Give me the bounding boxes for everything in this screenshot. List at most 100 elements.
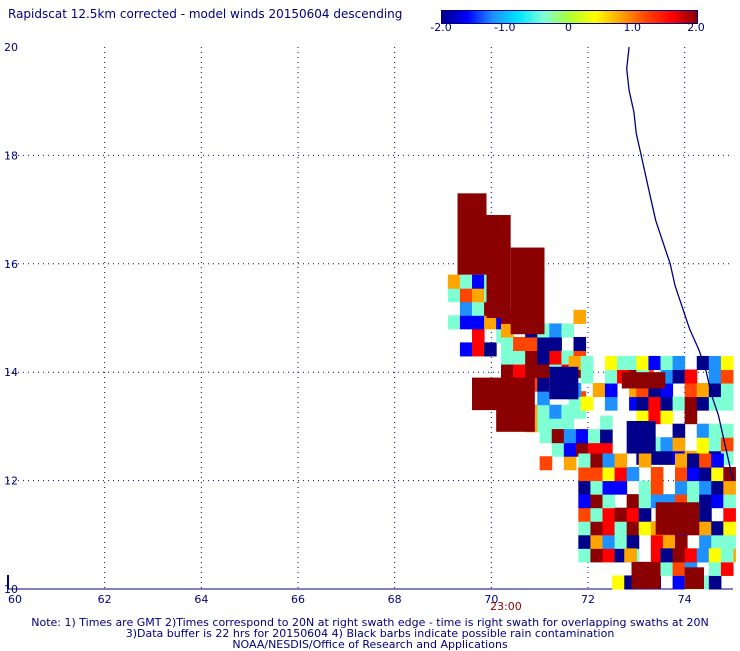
- heat-cell: [638, 521, 652, 536]
- heat-cell: [720, 423, 734, 438]
- heat-cell: [549, 404, 562, 419]
- heat-region: [472, 377, 535, 411]
- heat-cell: [684, 369, 698, 384]
- heat-cell: [563, 429, 577, 444]
- heat-cell: [696, 396, 710, 411]
- heat-cell: [660, 450, 674, 465]
- colorbar-tick: 1.0: [623, 21, 642, 34]
- heat-cell: [626, 534, 640, 549]
- heat-cell: [708, 369, 722, 384]
- heat-cell: [578, 534, 591, 549]
- heat-cell: [648, 355, 661, 370]
- heat-cell: [687, 453, 700, 468]
- heat-cell: [711, 494, 724, 509]
- map-title: Rapidscat 12.5km corrected - model winds…: [8, 7, 403, 21]
- heat-cell: [602, 494, 616, 509]
- colorbar-tick: 0: [565, 21, 572, 34]
- heat-cell: [604, 396, 618, 411]
- heat-cell: [590, 494, 603, 509]
- heat-cell: [472, 288, 485, 303]
- heat-cell: [472, 342, 485, 357]
- heat-cell: [537, 418, 550, 433]
- heat-cell: [675, 480, 688, 495]
- heat-cell: [551, 429, 565, 444]
- heat-cell: [672, 396, 686, 411]
- heat-cell: [699, 507, 712, 522]
- heat-cell: [708, 575, 722, 590]
- heat-cell: [549, 336, 562, 352]
- heat-cell: [672, 561, 686, 576]
- heat-cell: [459, 342, 473, 357]
- heat-cell: [650, 467, 664, 482]
- heat-cell: [590, 521, 603, 536]
- heat-cell: [447, 315, 461, 330]
- x-tick-label: 70: [484, 593, 498, 606]
- y-tick-label: 18: [4, 149, 18, 162]
- heat-cell: [563, 442, 577, 457]
- heat-cell: [551, 442, 565, 457]
- heat-region: [684, 567, 704, 589]
- colorbar-tick: 2.0: [687, 21, 705, 34]
- heat-cell: [672, 423, 686, 438]
- heat-cell: [602, 480, 616, 495]
- note-line-3: NOAA/NESDIS/Office of Research and Appli…: [232, 638, 508, 651]
- heat-cell: [501, 336, 514, 352]
- time-label: 23:00: [490, 600, 522, 613]
- heat-cell: [720, 450, 734, 465]
- heat-cell: [614, 534, 628, 549]
- heat-cell: [602, 507, 616, 522]
- heat-region: [626, 420, 656, 454]
- heat-cell: [711, 467, 724, 482]
- heat-cell: [602, 521, 616, 536]
- heat-cell: [626, 467, 640, 482]
- heat-cell: [578, 548, 591, 563]
- heat-cell: [602, 548, 616, 563]
- y-tick-label: 14: [4, 366, 18, 379]
- heat-cell: [614, 507, 628, 522]
- heat-cell: [720, 561, 734, 576]
- heat-cell: [660, 396, 674, 411]
- heat-cell: [708, 561, 722, 576]
- heat-cell: [501, 364, 514, 379]
- heat-cell: [614, 521, 628, 536]
- heat-cell: [660, 561, 674, 576]
- heat-cell: [578, 494, 591, 509]
- note-line-1: Note: 1) Times are GMT 2)Times correspon…: [31, 616, 709, 629]
- heat-cell: [723, 521, 736, 536]
- heat-cell: [604, 383, 618, 398]
- heat-cell: [604, 369, 618, 384]
- heat-cell: [638, 453, 652, 468]
- heat-cell: [600, 429, 613, 444]
- heat-cell: [484, 342, 497, 357]
- heat-cell: [472, 328, 485, 343]
- heat-cell: [561, 323, 574, 338]
- heat-cell: [626, 507, 640, 522]
- heat-cell: [696, 383, 710, 398]
- heat-cell: [588, 429, 601, 444]
- heat-cell: [711, 480, 724, 495]
- heat-cell: [687, 467, 700, 482]
- heat-cell: [573, 309, 587, 324]
- heat-cell: [650, 534, 664, 549]
- heat-cell: [472, 274, 485, 289]
- heat-cell: [723, 494, 736, 509]
- y-tick-label: 10: [4, 583, 18, 596]
- x-tick-label: 74: [678, 593, 692, 606]
- heat-cell: [590, 548, 603, 563]
- heat-region: [549, 366, 579, 400]
- heat-cell: [699, 467, 712, 482]
- heat-cell: [684, 410, 698, 425]
- heat-cell: [525, 336, 538, 352]
- heat-cell: [459, 315, 473, 330]
- heat-cell: [636, 396, 649, 411]
- heat-cell: [660, 548, 674, 563]
- heat-cell: [696, 423, 710, 438]
- heat-cell: [638, 480, 652, 495]
- heat-cell: [549, 350, 562, 365]
- heat-cell: [612, 575, 625, 590]
- heat-cell: [672, 437, 686, 452]
- x-tick-label: 66: [291, 593, 305, 606]
- heat-cell: [568, 355, 582, 370]
- heat-cell: [614, 467, 628, 482]
